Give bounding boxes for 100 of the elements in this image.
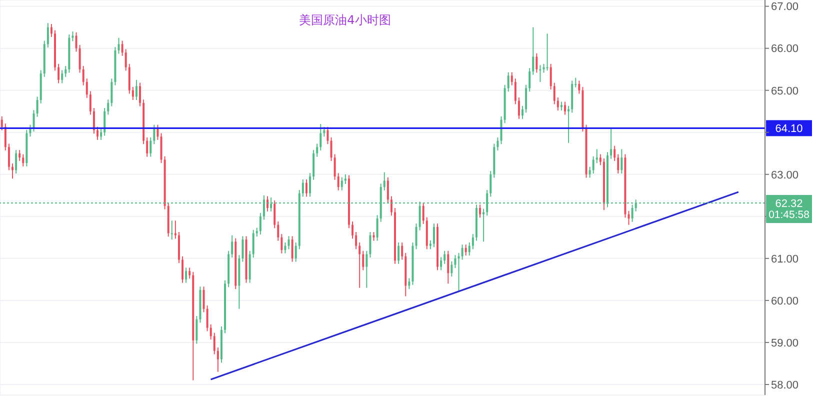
y-tick-label: 66.00	[771, 43, 799, 56]
text: 美国原油4小时图	[298, 12, 392, 29]
candlestick	[528, 68, 531, 92]
candlestick	[398, 242, 400, 264]
candlestick	[628, 210, 630, 226]
candlestick	[500, 116, 502, 145]
candlestick	[280, 234, 283, 254]
candlestick	[312, 150, 315, 180]
candlestick	[620, 148, 623, 174]
candlestick	[514, 78, 516, 105]
candlestick	[210, 324, 212, 340]
candlestick	[536, 52, 538, 74]
candlestick	[150, 136, 152, 158]
candlestick	[78, 44, 81, 74]
candlestick	[479, 204, 482, 218]
candlestick	[564, 101, 566, 116]
candlestick	[50, 23, 52, 38]
candlestick	[444, 250, 446, 264]
candlestick	[58, 63, 60, 84]
candlestick	[104, 107, 106, 136]
y-tick-label: 65.00	[771, 85, 799, 98]
candlestick	[22, 154, 24, 167]
candlestick	[447, 250, 450, 284]
candlestick	[320, 123, 322, 151]
candlestick	[213, 332, 216, 355]
candlestick	[386, 176, 389, 204]
candlestick	[525, 84, 528, 114]
candlestick	[153, 124, 156, 145]
y-tick-label: 61.00	[771, 253, 799, 266]
candlestick	[490, 170, 492, 198]
candlestick	[96, 126, 99, 140]
candlestick	[146, 136, 148, 158]
y-tick-label: 58.00	[771, 379, 799, 392]
candlestick	[188, 267, 191, 280]
candlestick	[546, 33, 548, 72]
candlestick	[556, 96, 559, 112]
candlestick	[472, 234, 474, 250]
candlestick	[458, 252, 460, 293]
candlestick	[454, 254, 456, 269]
candlestick	[401, 242, 404, 260]
candlestick	[4, 123, 6, 151]
candlestick	[344, 174, 346, 185]
candlestick	[383, 172, 386, 191]
candlestick	[362, 250, 364, 271]
candlestick	[358, 242, 361, 288]
candlestick	[599, 154, 602, 166]
candlestick	[522, 105, 524, 120]
candlestick	[408, 278, 410, 290]
candlestick	[196, 316, 198, 344]
candlestick	[309, 172, 312, 198]
candlestick	[334, 154, 336, 180]
candlestick	[440, 256, 442, 271]
candlestick	[118, 37, 120, 54]
candlestick	[86, 78, 88, 98]
candlestick	[550, 63, 552, 90]
candlestick	[242, 236, 244, 262]
candlestick	[507, 72, 510, 92]
candlestick	[174, 220, 176, 240]
candlestick	[464, 244, 467, 256]
candlestick	[185, 267, 188, 284]
candlestick	[36, 96, 38, 118]
candlestick	[592, 156, 594, 174]
text: 01:45:58	[766, 208, 812, 223]
candlestick	[82, 65, 84, 86]
candlestick	[305, 178, 308, 198]
candlestick	[110, 78, 113, 107]
candlestick	[160, 132, 162, 164]
candlestick	[72, 31, 74, 42]
candlestick	[288, 236, 290, 250]
candlestick	[294, 242, 297, 262]
candlestick	[337, 172, 340, 191]
candlestick	[156, 124, 159, 140]
candlestick	[92, 107, 95, 134]
candlestick	[0, 116, 3, 131]
candlestick	[231, 234, 234, 258]
candlestick	[432, 223, 435, 248]
candlestick	[352, 220, 354, 240]
candlestick	[15, 150, 18, 174]
candlestick	[340, 176, 343, 191]
candlestick	[614, 145, 616, 162]
candlestick	[539, 64, 542, 82]
candlestick	[510, 72, 513, 86]
candlestick	[128, 63, 130, 94]
candlestick	[461, 244, 464, 260]
candlestick	[326, 126, 329, 145]
candlestick	[568, 105, 570, 144]
y-tick-label: 59.00	[771, 337, 799, 350]
candlestick	[422, 202, 424, 224]
candlestick	[132, 86, 134, 101]
candlestick	[376, 214, 378, 242]
candlestick	[284, 242, 286, 254]
candlestick	[302, 178, 304, 198]
candlestick	[124, 48, 127, 72]
y-tick-label: 60.00	[771, 295, 799, 308]
candlestick	[18, 150, 21, 162]
candlestick	[252, 229, 254, 258]
candlestick	[266, 196, 269, 212]
candlestick	[355, 231, 358, 250]
candlestick	[482, 208, 485, 242]
candlestick	[366, 250, 368, 288]
